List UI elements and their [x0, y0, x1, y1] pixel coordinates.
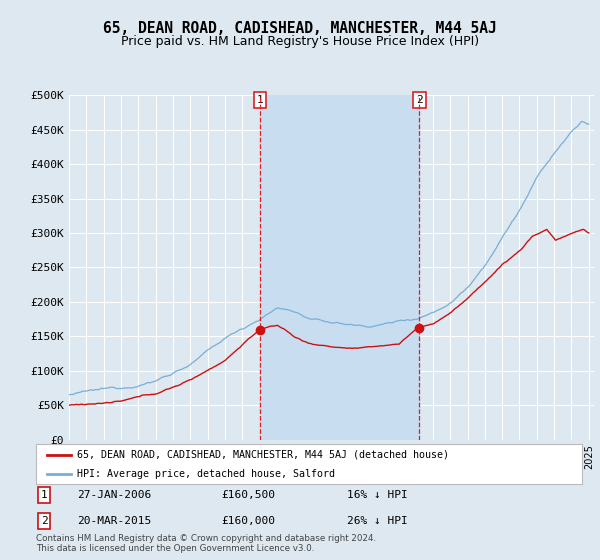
- Text: 26% ↓ HPI: 26% ↓ HPI: [347, 516, 408, 526]
- Text: £160,500: £160,500: [221, 490, 275, 500]
- Text: Price paid vs. HM Land Registry's House Price Index (HPI): Price paid vs. HM Land Registry's House …: [121, 35, 479, 48]
- Text: 2: 2: [41, 516, 47, 526]
- Text: 2: 2: [416, 95, 423, 105]
- Text: 20-MAR-2015: 20-MAR-2015: [77, 516, 151, 526]
- Text: HPI: Average price, detached house, Salford: HPI: Average price, detached house, Salf…: [77, 469, 335, 479]
- Bar: [260, 95, 419, 440]
- Text: Contains HM Land Registry data © Crown copyright and database right 2024.
This d: Contains HM Land Registry data © Crown c…: [36, 534, 376, 553]
- Text: 65, DEAN ROAD, CADISHEAD, MANCHESTER, M44 5AJ (detached house): 65, DEAN ROAD, CADISHEAD, MANCHESTER, M4…: [77, 450, 449, 460]
- Text: 65, DEAN ROAD, CADISHEAD, MANCHESTER, M44 5AJ: 65, DEAN ROAD, CADISHEAD, MANCHESTER, M4…: [103, 21, 497, 36]
- Text: 16% ↓ HPI: 16% ↓ HPI: [347, 490, 408, 500]
- Text: 1: 1: [257, 95, 263, 105]
- Text: £160,000: £160,000: [221, 516, 275, 526]
- Text: 27-JAN-2006: 27-JAN-2006: [77, 490, 151, 500]
- Text: 1: 1: [41, 490, 47, 500]
